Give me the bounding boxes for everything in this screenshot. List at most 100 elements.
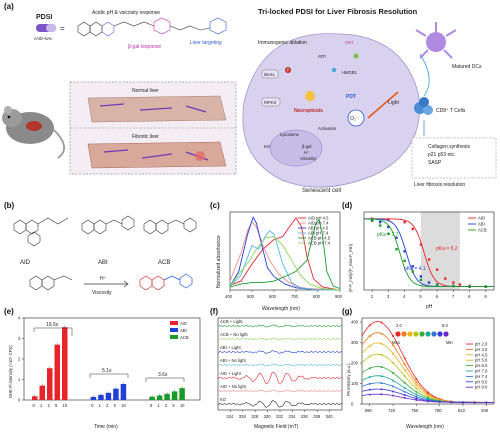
tick-label: 0 [33,403,36,408]
ligand-label: cAID-NAc [34,36,52,41]
atp-label: ATP [318,54,326,59]
tick-label: 300 [351,340,359,345]
superoxide-icon [347,109,365,127]
chart-g-legend: pH 2.0pH 3.0pH 4.5pH 5.0pH 6.0pH 7.0pH 7… [466,342,488,390]
pa-point-ph-7-4 [368,382,371,385]
p21-label: p21 p53 etc. [428,152,456,158]
pa-point-ph-2-0 [380,321,383,324]
scale-dot [407,331,413,337]
tick-label: 0 [18,398,21,403]
spectrum-abi-no-light [217,363,343,367]
bar-abi [90,396,97,400]
tick-label: 4 [403,294,406,299]
chart-d-xlabel: pH [426,304,433,310]
chart-e-ticks: 0 1 2 3 4 [18,316,24,403]
tick-label: 1 [18,377,21,382]
fold-aid-label: 19.5x [46,322,59,328]
data-point-acb [484,285,488,288]
hmgb1-dot-icon [331,67,337,73]
scale-dot [425,331,431,337]
tick-label: 5 [172,403,175,408]
pa-point-ph-6-0 [403,381,406,384]
tick-label: 600 [269,294,277,299]
legend-entry: ABI pH 7.4 [308,231,329,236]
pa-point-ph-4-5 [368,344,371,347]
tick-label: 332 [276,414,284,419]
tick-label: 3 [387,294,390,299]
spectrum-label: ABI + No light [220,358,247,363]
panel-d-label: (d) [342,201,353,210]
collagen-label: Collagen synthesis [428,144,470,150]
chart-e-bars: 0 1 2 5 10 0 1 2 5 10 0 1 2 5 10 [32,325,185,408]
legend-entry: pH 7.4 [475,374,488,379]
legend-swatch [170,328,178,332]
bar-aid [62,327,68,400]
series-line-acb-ph-4-5 [229,218,341,289]
lysosome-label: Lysosome [280,132,300,137]
hmgb1-label: HMGB1 [342,70,358,75]
data-point-acb [379,224,382,227]
tick-label: 330 [264,414,272,419]
pa-point-ph-9-0 [450,401,453,404]
pa-point-ph-8-0 [415,397,418,400]
tick-label: 840 [481,408,489,413]
necroptosis-face-icon [305,91,315,101]
pa-point-ph-7-0 [415,393,418,396]
pa-point-ph-9-0 [461,401,464,404]
legend-entry: pH 3.0 [475,347,488,352]
spectrum-aid-no-light [217,389,343,393]
data-point-abi [411,265,414,268]
spectrum-label: ABI + Light [220,345,241,350]
data-point-abi [379,220,382,224]
fibrotic-liver-label: Fibrotic liver [132,134,159,140]
pa-point-ph-7-4 [403,390,406,393]
data-point-abi [403,250,406,253]
fold-abi-label: 5.1x [102,368,112,374]
tick-label: 400 [351,320,359,325]
aid-label: AID [20,260,31,266]
scale-dot [437,331,443,337]
acid-response-label: Acidic pH & viscosity response [92,10,160,16]
pa-point-ph-4-5 [427,393,429,396]
normal-liver-label: Normal liver [132,88,159,94]
tick-label: 2 [106,403,109,408]
liver-boxes: Normal liver Fibrotic liver [69,81,237,175]
chart-e-ylabel: DHE Fl intensity (×10⁵ CPS) [8,345,13,398]
scale-dot [431,331,437,337]
tick-label: 1 [157,403,160,408]
bar-acb [149,396,155,400]
tick-label: 0 [150,403,153,408]
crt-label: CRT [345,40,354,45]
bar-abi [98,394,104,400]
tick-label: 9 [484,294,487,299]
bgal-response-label: β-gal response [128,44,161,50]
h-plus-label: H⁺ [100,276,107,282]
light-beam-icon [367,91,399,119]
tick-label: 334 [288,414,296,419]
fit-curve-acb [363,218,494,288]
spectrum-abi-light [217,350,343,354]
h-plus-small-label: H⁺ [304,150,309,155]
chart-c-ylabel: Normalized absorbance [216,235,222,288]
ph-color-scale [395,331,449,337]
panel-a: (a) PDSI cAID-NAc = Acidic pH & viscosit… [2,2,497,194]
chart-d-ylabel: (F-F_min)/(F_max-F_min) [348,243,353,292]
tick-label: 800 [313,294,321,299]
pa-point-ph-2-0 [368,324,371,327]
resolution-box [411,137,497,179]
tick-label: 340 [326,414,334,419]
chart-d-frame [363,211,495,291]
spectrum-acb-no-light [217,337,343,341]
panel-a-title: Tri-locked PDSI for Liver Fibrosis Resol… [258,7,418,16]
tick-label: 2 [18,357,21,362]
data-point-aid [435,268,439,271]
tick-label: 400 [225,294,233,299]
tick-label: 4 [18,316,21,321]
data-point-aid [427,258,431,261]
data-point-abi [395,236,398,239]
data-point-acb [435,283,439,286]
bar-abi [120,384,127,400]
scale-dot [401,331,407,337]
